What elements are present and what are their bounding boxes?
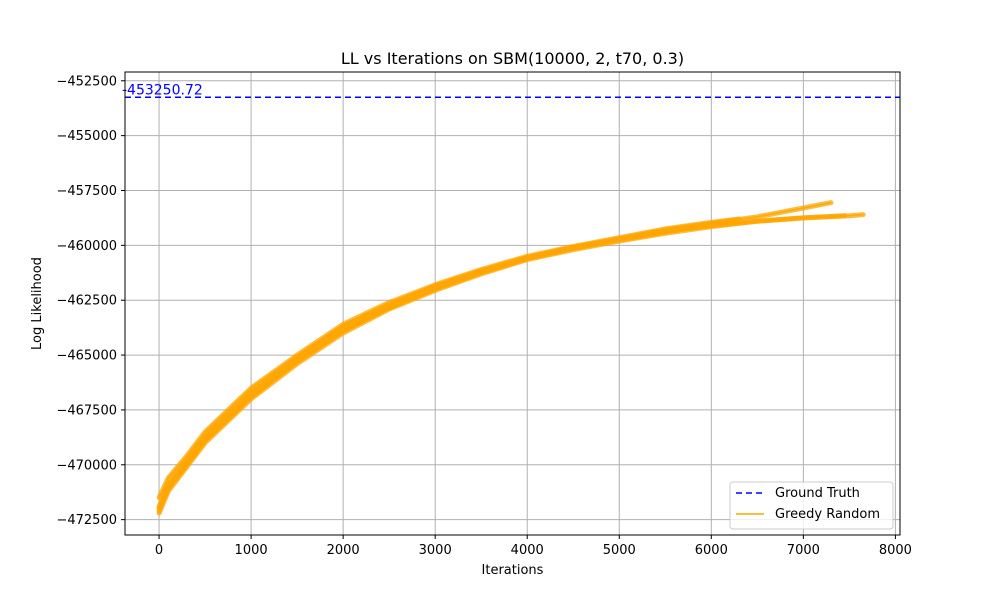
x-tick-label: 5000 xyxy=(603,543,636,558)
y-tick-label: −452500 xyxy=(56,74,117,89)
x-tick-label: 0 xyxy=(155,543,163,558)
y-tick-label: −455000 xyxy=(56,129,117,144)
legend-greedy-random-label: Greedy Random xyxy=(775,507,880,522)
x-axis-label: Iterations xyxy=(482,563,544,578)
y-tick-label: −465000 xyxy=(56,349,117,364)
x-tick-label: 7000 xyxy=(787,543,820,558)
y-tick-label: −460000 xyxy=(56,239,117,254)
plot-frame xyxy=(124,71,901,536)
y-axis-label: Log Likelihood xyxy=(30,257,45,350)
x-tick-label: 8000 xyxy=(879,543,912,558)
x-axis: 0 1000 2000 3000 4000 5000 6000 7000 8000 xyxy=(155,535,912,558)
ground-truth-group: -453250.72 xyxy=(122,82,900,98)
legend-box xyxy=(729,481,894,530)
y-tick-label: −457500 xyxy=(56,184,117,199)
y-tick-label: −470000 xyxy=(56,458,117,473)
x-tick-label: 1000 xyxy=(235,543,268,558)
legend-ground-truth-label: Ground Truth xyxy=(775,486,860,501)
greedy-random-line-core xyxy=(158,221,730,510)
x-tick-label: 3000 xyxy=(419,543,452,558)
legend: Ground Truth Greedy Random xyxy=(729,481,894,530)
y-tick-label: −472500 xyxy=(56,513,117,528)
y-tick-label: −462500 xyxy=(56,294,117,309)
ground-truth-annotation: -453250.72 xyxy=(122,82,203,98)
chart-title: LL vs Iterations on SBM(10000, 2, t70, 0… xyxy=(341,49,684,68)
y-axis: −472500 −470000 −467500 −465000 −462500 −4600… xyxy=(56,74,125,528)
x-tick-label: 4000 xyxy=(511,543,544,558)
y-tick-label: −467500 xyxy=(56,403,117,418)
x-tick-label: 6000 xyxy=(695,543,728,558)
plot-series xyxy=(156,200,866,516)
x-tick-label: 2000 xyxy=(327,543,360,558)
